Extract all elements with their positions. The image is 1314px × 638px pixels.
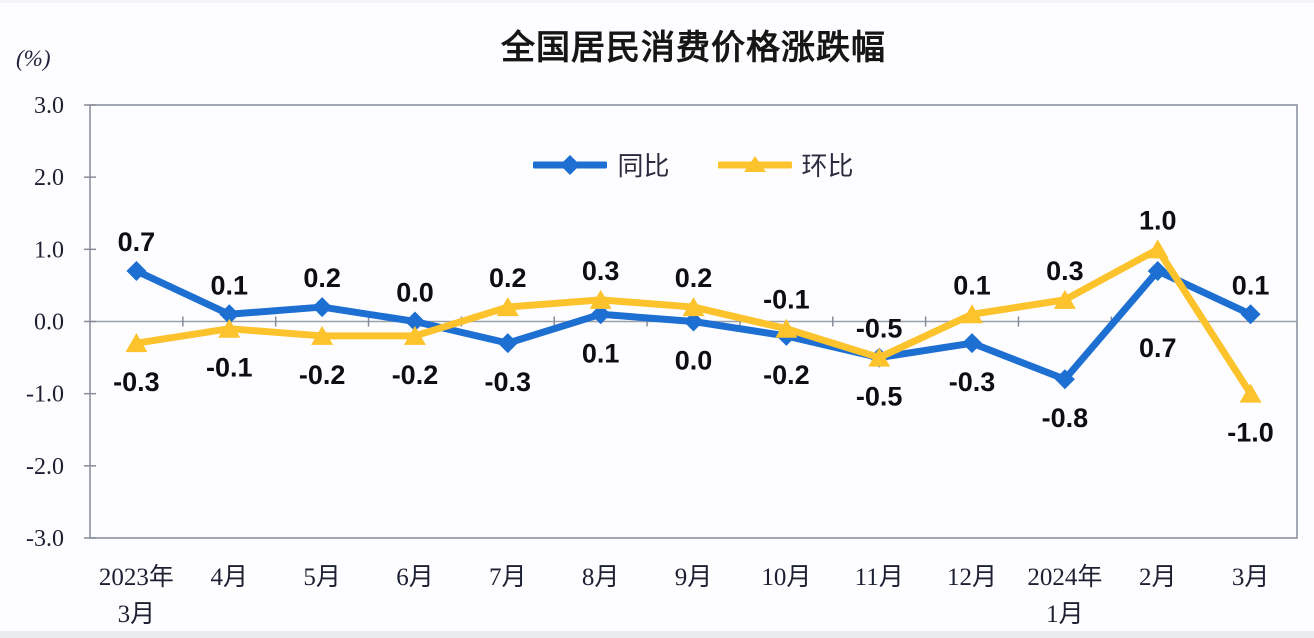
x-axis-label: 9月 <box>675 564 713 591</box>
data-label-环比: 0.3 <box>582 256 620 286</box>
data-label-同比: 0.0 <box>396 278 434 308</box>
triangle-marker-环比 <box>218 318 241 338</box>
data-label-同比: -0.3 <box>485 367 532 397</box>
triangle-marker-环比 <box>403 325 426 345</box>
x-axis-label: 2024年 <box>1027 563 1102 591</box>
data-label-环比: 0.1 <box>953 270 991 300</box>
diamond-marker-同比 <box>497 333 518 354</box>
x-axis-label: 11月 <box>855 564 904 591</box>
data-label-同比: 0.7 <box>118 227 156 257</box>
diamond-marker-同比 <box>962 333 983 354</box>
huanbi-line-marker-icon <box>717 155 792 172</box>
x-axis-label: 5月 <box>303 564 341 591</box>
triangle-marker-环比 <box>496 297 519 317</box>
triangle-marker-环比 <box>961 304 984 324</box>
diamond-marker-同比 <box>1240 304 1261 325</box>
y-axis-label: -1.0 <box>26 382 64 408</box>
triangle-marker-环比 <box>589 289 612 309</box>
data-label-环比: -0.1 <box>206 353 253 383</box>
data-label-环比: -0.5 <box>856 382 903 412</box>
x-axis-label: 10月 <box>761 564 811 591</box>
triangle-marker-环比 <box>311 325 334 345</box>
triangle-marker-环比 <box>1146 239 1169 259</box>
data-label-环比: -0.2 <box>299 360 346 390</box>
triangle-marker-环比 <box>125 333 148 353</box>
data-label-同比: -0.8 <box>1042 403 1089 433</box>
data-label-环比: -1.0 <box>1227 418 1274 448</box>
x-axis-label: 3月 <box>118 601 156 628</box>
triangle-marker-环比 <box>1239 383 1262 403</box>
x-axis-label: 4月 <box>211 564 249 591</box>
data-label-同比: 0.1 <box>582 338 620 368</box>
y-axis-label: 1.0 <box>34 237 64 263</box>
chart-legend: 同比 环比 <box>90 146 1297 183</box>
legend-label-tongbi: 同比 <box>617 151 670 181</box>
data-label-环比: 0.2 <box>675 263 713 293</box>
diamond-marker-同比 <box>126 260 147 281</box>
y-axis-label: 0.0 <box>34 310 64 336</box>
data-label-同比: 0.1 <box>1232 270 1270 300</box>
x-axis-label: 2023年 <box>99 563 174 591</box>
data-label-同比: 0.2 <box>303 263 341 293</box>
diamond-marker-同比 <box>404 311 425 332</box>
bottom-edge-strip <box>0 631 1314 638</box>
data-label-环比: -0.3 <box>113 367 160 397</box>
data-label-同比: -0.3 <box>949 367 996 397</box>
data-label-环比: -0.2 <box>392 360 439 390</box>
data-label-同比: -0.2 <box>763 360 810 390</box>
top-edge-strip <box>0 0 1314 3</box>
legend-item-huanbi: 环比 <box>717 146 854 183</box>
y-axis-label: 3.0 <box>34 93 64 119</box>
data-label-同比: 0.7 <box>1139 333 1177 363</box>
data-label-环比: 1.0 <box>1139 205 1177 235</box>
x-axis-label: 6月 <box>396 564 434 591</box>
tongbi-line-marker-icon <box>533 154 608 175</box>
chart-title: 全国居民消费价格涨跌幅 <box>501 29 886 67</box>
diamond-marker-同比 <box>590 304 611 325</box>
diamond-marker-同比 <box>312 297 333 318</box>
y-axis-label: -3.0 <box>26 526 64 552</box>
triangle-marker-环比 <box>682 297 705 317</box>
triangle-marker-环比 <box>868 347 891 367</box>
diamond-marker-同比 <box>1054 369 1075 390</box>
x-axis-label: 1月 <box>1046 601 1084 628</box>
diamond-marker-同比 <box>219 304 240 325</box>
data-label-环比: -0.1 <box>763 285 810 315</box>
data-label-环比: 0.2 <box>489 263 527 293</box>
x-axis-label: 3月 <box>1232 564 1270 591</box>
y-axis-unit-label: (%) <box>16 46 51 71</box>
y-axis-label: -2.0 <box>26 454 64 480</box>
x-axis-label: 2月 <box>1139 564 1177 591</box>
legend-label-huanbi: 环比 <box>801 151 854 181</box>
data-label-同比: 0.1 <box>210 270 248 300</box>
x-axis-label: 12月 <box>947 564 997 591</box>
legend-item-tongbi: 同比 <box>533 146 670 183</box>
data-label-同比: -0.5 <box>856 314 903 344</box>
diamond-marker-同比 <box>1147 260 1168 281</box>
x-axis-label: 8月 <box>582 564 620 591</box>
triangle-marker-环比 <box>1053 289 1076 309</box>
triangle-marker-环比 <box>775 318 798 338</box>
data-label-环比: 0.3 <box>1046 256 1084 286</box>
x-axis-label: 7月 <box>489 564 527 591</box>
diamond-marker-同比 <box>683 311 704 332</box>
data-label-同比: 0.0 <box>675 346 713 376</box>
y-axis-label: 2.0 <box>34 165 64 191</box>
